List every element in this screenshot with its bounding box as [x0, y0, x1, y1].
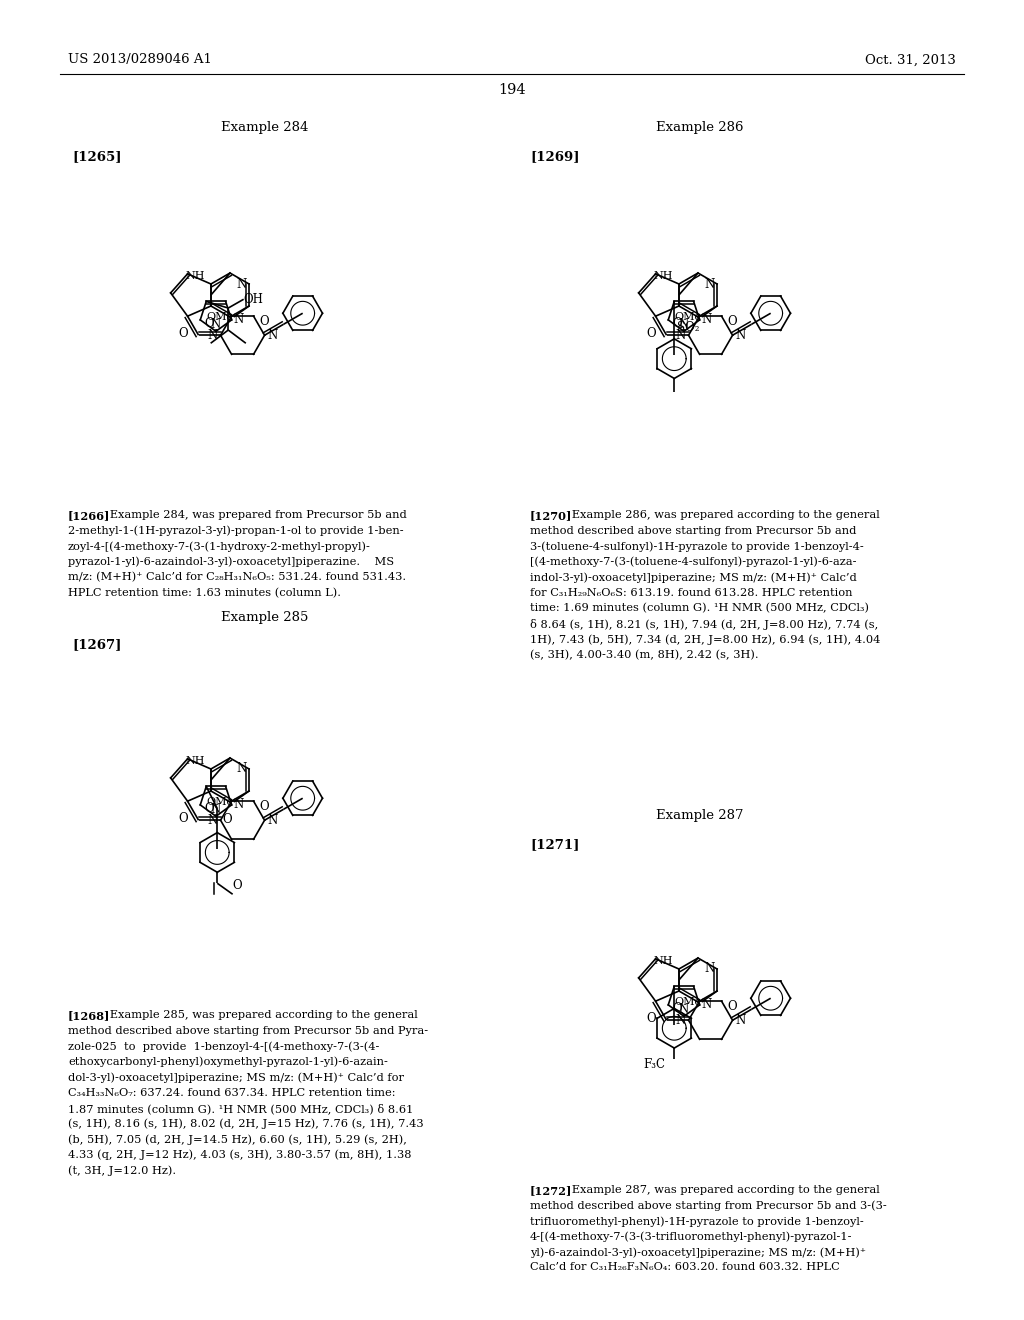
Text: O: O [646, 1012, 656, 1026]
Text: Example 287: Example 287 [656, 809, 743, 822]
Text: US 2013/0289046 A1: US 2013/0289046 A1 [68, 54, 212, 66]
Text: (s, 3H), 4.00-3.40 (m, 8H), 2.42 (s, 3H).: (s, 3H), 4.00-3.40 (m, 8H), 2.42 (s, 3H)… [530, 649, 759, 660]
Text: N: N [735, 1014, 745, 1027]
Text: N: N [735, 329, 745, 342]
Text: 4.33 (q, 2H, J=12 Hz), 4.03 (s, 3H), 3.80-3.57 (m, 8H), 1.38: 4.33 (q, 2H, J=12 Hz), 4.03 (s, 3H), 3.8… [68, 1150, 412, 1160]
Text: for C₃₁H₂₉N₆O₆S: 613.19. found 613.28. HPLC retention: for C₃₁H₂₉N₆O₆S: 613.19. found 613.28. H… [530, 587, 853, 598]
Text: [1266]: [1266] [68, 510, 111, 521]
Text: OH: OH [244, 293, 263, 306]
Text: O: O [727, 1001, 737, 1014]
Text: NH: NH [185, 756, 206, 766]
Text: O: O [259, 800, 269, 813]
Text: Example 286, was prepared according to the general: Example 286, was prepared according to t… [560, 510, 880, 520]
Text: Example 285, was prepared according to the general: Example 285, was prepared according to t… [98, 1010, 418, 1020]
Text: NH: NH [185, 271, 206, 281]
Text: C₃₄H₃₃N₆O₇: 637.24. found 637.34. HPLC retention time:: C₃₄H₃₃N₆O₇: 637.24. found 637.34. HPLC r… [68, 1088, 395, 1097]
Text: [(4-methoxy-7-(3-(toluene-4-sulfonyl)-pyrazol-1-yl)-6-aza-: [(4-methoxy-7-(3-(toluene-4-sulfonyl)-py… [530, 557, 856, 568]
Text: OMe: OMe [206, 797, 233, 807]
Text: 1.87 minutes (column G). ¹H NMR (500 MHz, CDCl₃) δ 8.61: 1.87 minutes (column G). ¹H NMR (500 MHz… [68, 1104, 414, 1114]
Text: N: N [701, 998, 712, 1011]
Text: method described above starting from Precursor 5b and Pyra-: method described above starting from Pre… [68, 1026, 428, 1035]
Text: N: N [211, 803, 221, 816]
Text: N: N [233, 799, 244, 812]
Text: pyrazol-1-yl)-6-azaindol-3-yl)-oxoacetyl]piperazine.    MS: pyrazol-1-yl)-6-azaindol-3-yl)-oxoacetyl… [68, 557, 394, 568]
Text: ethoxycarbonyl-phenyl)oxymethyl-pyrazol-1-yl)-6-azain-: ethoxycarbonyl-phenyl)oxymethyl-pyrazol-… [68, 1056, 388, 1067]
Text: O: O [259, 315, 269, 329]
Text: O: O [205, 317, 214, 330]
Text: trifluoromethyl-phenyl)-1H-pyrazole to provide 1-benzoyl-: trifluoromethyl-phenyl)-1H-pyrazole to p… [530, 1216, 864, 1226]
Text: N: N [208, 329, 218, 342]
Text: Example 285: Example 285 [221, 611, 308, 624]
Text: Example 287, was prepared according to the general: Example 287, was prepared according to t… [560, 1185, 880, 1195]
Text: N: N [236, 277, 246, 290]
Text: HPLC retention time: 1.63 minutes (column L).: HPLC retention time: 1.63 minutes (colum… [68, 587, 341, 598]
Text: [1270]: [1270] [530, 510, 572, 521]
Text: O: O [727, 315, 737, 329]
Text: 1H), 7.43 (b, 5H), 7.34 (d, 2H, J=8.00 Hz), 6.94 (s, 1H), 4.04: 1H), 7.43 (b, 5H), 7.34 (d, 2H, J=8.00 H… [530, 634, 881, 644]
Text: O: O [178, 812, 187, 825]
Text: NH: NH [653, 271, 674, 281]
Text: N: N [208, 813, 218, 826]
Text: indol-3-yl)-oxoacetyl]piperazine; MS m/z: (M+H)⁺ Calc’d: indol-3-yl)-oxoacetyl]piperazine; MS m/z… [530, 572, 857, 582]
Text: OMe: OMe [206, 312, 233, 322]
Text: 3-(toluene-4-sulfonyl)-1H-pyrazole to provide 1-benzoyl-4-: 3-(toluene-4-sulfonyl)-1H-pyrazole to pr… [530, 541, 864, 552]
Text: [1265]: [1265] [72, 150, 122, 164]
Text: 2-methyl-1-(1H-pyrazol-3-yl)-propan-1-ol to provide 1-ben-: 2-methyl-1-(1H-pyrazol-3-yl)-propan-1-ol… [68, 525, 403, 536]
Text: [1268]: [1268] [68, 1010, 111, 1020]
Text: N: N [233, 313, 244, 326]
Text: N: N [267, 813, 278, 826]
Text: method described above starting from Precursor 5b and 3-(3-: method described above starting from Pre… [530, 1200, 887, 1210]
Text: 194: 194 [499, 83, 525, 96]
Text: OMe: OMe [674, 997, 701, 1007]
Text: N: N [267, 329, 278, 342]
Text: 4-[(4-methoxy-7-(3-(3-trifluoromethyl-phenyl)-pyrazol-1-: 4-[(4-methoxy-7-(3-(3-trifluoromethyl-ph… [530, 1232, 853, 1242]
Text: O: O [646, 327, 656, 341]
Text: OMe: OMe [674, 312, 701, 322]
Text: Calc’d for C₃₁H₂₆F₃N₆O₄: 603.20. found 603.32. HPLC: Calc’d for C₃₁H₂₆F₃N₆O₄: 603.20. found 6… [530, 1262, 840, 1272]
Text: N: N [679, 318, 689, 331]
Text: method described above starting from Precursor 5b and: method described above starting from Pre… [530, 525, 856, 536]
Text: N: N [676, 1014, 686, 1027]
Text: O: O [178, 327, 187, 341]
Text: N: N [679, 1003, 689, 1016]
Text: δ 8.64 (s, 1H), 8.21 (s, 1H), 7.94 (d, 2H, J=8.00 Hz), 7.74 (s,: δ 8.64 (s, 1H), 8.21 (s, 1H), 7.94 (d, 2… [530, 619, 879, 630]
Text: (t, 3H, J=12.0 Hz).: (t, 3H, J=12.0 Hz). [68, 1166, 176, 1176]
Text: [1272]: [1272] [530, 1185, 572, 1196]
Text: N: N [676, 329, 686, 342]
Text: O: O [222, 813, 232, 826]
Text: O: O [205, 801, 214, 814]
Text: Example 284: Example 284 [221, 121, 308, 135]
Text: O: O [673, 1002, 682, 1015]
Text: m/z: (M+H)⁺ Calc’d for C₂₈H₃₁N₆O₅: 531.24. found 531.43.: m/z: (M+H)⁺ Calc’d for C₂₈H₃₁N₆O₅: 531.2… [68, 572, 407, 582]
Text: F₃C: F₃C [643, 1057, 666, 1071]
Text: N: N [211, 318, 221, 331]
Text: [1269]: [1269] [530, 150, 580, 164]
Text: [1271]: [1271] [530, 838, 580, 851]
Text: O: O [673, 317, 682, 330]
Text: zoyl-4-[(4-methoxy-7-(3-(1-hydroxy-2-methyl-propyl)-: zoyl-4-[(4-methoxy-7-(3-(1-hydroxy-2-met… [68, 541, 371, 552]
Text: Example 284, was prepared from Precursor 5b and: Example 284, was prepared from Precursor… [98, 510, 407, 520]
Text: time: 1.69 minutes (column G). ¹H NMR (500 MHz, CDCl₃): time: 1.69 minutes (column G). ¹H NMR (5… [530, 603, 869, 614]
Text: yl)-6-azaindol-3-yl)-oxoacetyl]piperazine; MS m/z: (M+H)⁺: yl)-6-azaindol-3-yl)-oxoacetyl]piperazin… [530, 1247, 866, 1258]
Text: N: N [703, 962, 714, 975]
Text: SO₂: SO₂ [677, 321, 699, 334]
Text: N: N [236, 763, 246, 776]
Text: (b, 5H), 7.05 (d, 2H, J=14.5 Hz), 6.60 (s, 1H), 5.29 (s, 2H),: (b, 5H), 7.05 (d, 2H, J=14.5 Hz), 6.60 (… [68, 1134, 407, 1144]
Text: N: N [701, 313, 712, 326]
Text: dol-3-yl)-oxoacetyl]piperazine; MS m/z: (M+H)⁺ Calc’d for: dol-3-yl)-oxoacetyl]piperazine; MS m/z: … [68, 1072, 404, 1082]
Text: (s, 1H), 8.16 (s, 1H), 8.02 (d, 2H, J=15 Hz), 7.76 (s, 1H), 7.43: (s, 1H), 8.16 (s, 1H), 8.02 (d, 2H, J=15… [68, 1118, 424, 1129]
Text: Example 286: Example 286 [656, 121, 743, 135]
Text: NH: NH [653, 956, 674, 966]
Text: zole-025  to  provide  1-benzoyl-4-[(4-methoxy-7-(3-(4-: zole-025 to provide 1-benzoyl-4-[(4-meth… [68, 1041, 379, 1052]
Text: Oct. 31, 2013: Oct. 31, 2013 [865, 54, 956, 66]
Text: O: O [232, 879, 242, 892]
Text: N: N [703, 277, 714, 290]
Text: [1267]: [1267] [72, 639, 122, 652]
